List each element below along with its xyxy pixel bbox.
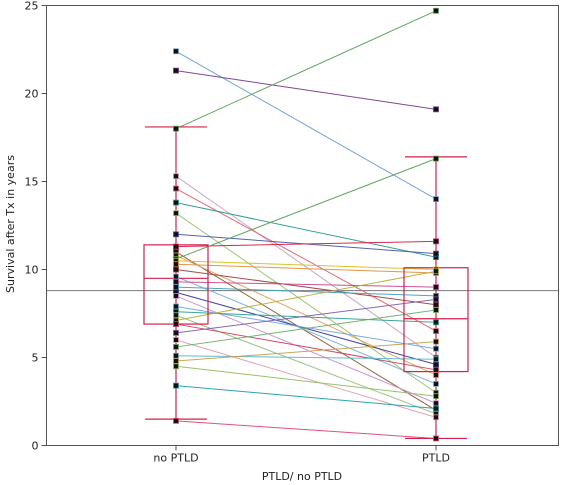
data-point [173, 278, 179, 285]
y-axis: 0 5 10 15 20 25 [25, 0, 47, 453]
pair-line [175, 286, 437, 297]
data-point [433, 238, 439, 245]
y-tick-label: 20 [25, 88, 39, 101]
data-point [173, 321, 179, 327]
data-point [173, 243, 179, 250]
data-point [433, 307, 439, 313]
data-point [173, 358, 179, 364]
x-tick-label: no PTLD [153, 452, 198, 465]
pair-line [175, 70, 437, 110]
pair-line [175, 298, 437, 334]
pair-line [175, 251, 437, 411]
data-point [433, 393, 439, 400]
data-point [173, 292, 179, 299]
data-point [433, 296, 439, 303]
data-point [173, 273, 179, 280]
pair-line [175, 281, 437, 288]
data-point [433, 284, 439, 291]
data-point [433, 196, 439, 203]
pair-line [175, 385, 437, 410]
pair-line [175, 240, 437, 248]
data-point [433, 372, 439, 379]
data-point [173, 199, 179, 206]
pair-line [175, 311, 437, 323]
data-point [433, 106, 439, 113]
pair-line [175, 158, 437, 260]
data-point [173, 67, 179, 74]
pair-line [175, 276, 437, 385]
data-point [173, 231, 179, 238]
data-point [173, 48, 179, 55]
pair-line [175, 263, 437, 274]
data-point [173, 352, 179, 359]
data-point [173, 312, 179, 319]
data-points [173, 7, 439, 442]
data-point [433, 338, 439, 345]
y-tick-label: 25 [25, 0, 39, 13]
data-point [433, 345, 439, 352]
pair-line [175, 323, 437, 371]
pair-line [175, 202, 437, 258]
pair-line [175, 309, 437, 348]
data-point [433, 155, 439, 162]
data-point [173, 125, 179, 132]
box-plots [143, 126, 469, 440]
paired-lines [175, 10, 437, 439]
data-point [173, 344, 179, 350]
data-point [433, 380, 439, 387]
data-point [173, 303, 179, 310]
data-point [173, 261, 179, 268]
pair-line [175, 270, 437, 322]
data-point [433, 361, 439, 368]
data-point [433, 7, 439, 14]
data-point [433, 414, 439, 421]
data-point [433, 301, 439, 308]
data-point [173, 329, 179, 336]
data-point [433, 268, 439, 275]
pair-line [175, 212, 437, 394]
pair-line [175, 188, 437, 332]
y-tick-label: 5 [32, 352, 39, 365]
data-point [173, 417, 179, 424]
pair-line [175, 295, 437, 404]
data-point [173, 336, 179, 343]
data-point [173, 284, 179, 291]
pair-line [175, 355, 437, 360]
data-point [173, 266, 179, 273]
data-point [433, 328, 439, 335]
x-axis: no PTLD PTLD [153, 445, 450, 465]
pair-line [175, 50, 437, 200]
y-tick-label: 0 [32, 440, 39, 453]
data-point [433, 400, 439, 407]
pair-line [175, 365, 437, 397]
data-point [173, 185, 179, 192]
data-point [173, 173, 179, 180]
data-point [433, 250, 439, 257]
y-tick-label: 15 [25, 176, 39, 189]
pair-line [175, 175, 437, 358]
y-axis-title: Survival after Tx in years [4, 155, 17, 293]
pair-line [175, 269, 437, 306]
pair-line [175, 341, 437, 362]
x-axis-title: PTLD/ no PTLD [262, 470, 342, 483]
pair-line [175, 420, 437, 439]
data-point [433, 405, 439, 412]
data-point [433, 356, 439, 363]
pair-line [175, 10, 437, 130]
data-point [173, 382, 179, 389]
x-tick-label: PTLD [422, 452, 450, 465]
data-point [173, 363, 179, 370]
y-tick-label: 10 [25, 264, 39, 277]
data-point [433, 319, 439, 326]
pair-line [175, 260, 437, 270]
data-point [433, 366, 439, 373]
data-point [173, 210, 179, 217]
plot-frame [46, 5, 559, 446]
data-point [433, 435, 439, 442]
